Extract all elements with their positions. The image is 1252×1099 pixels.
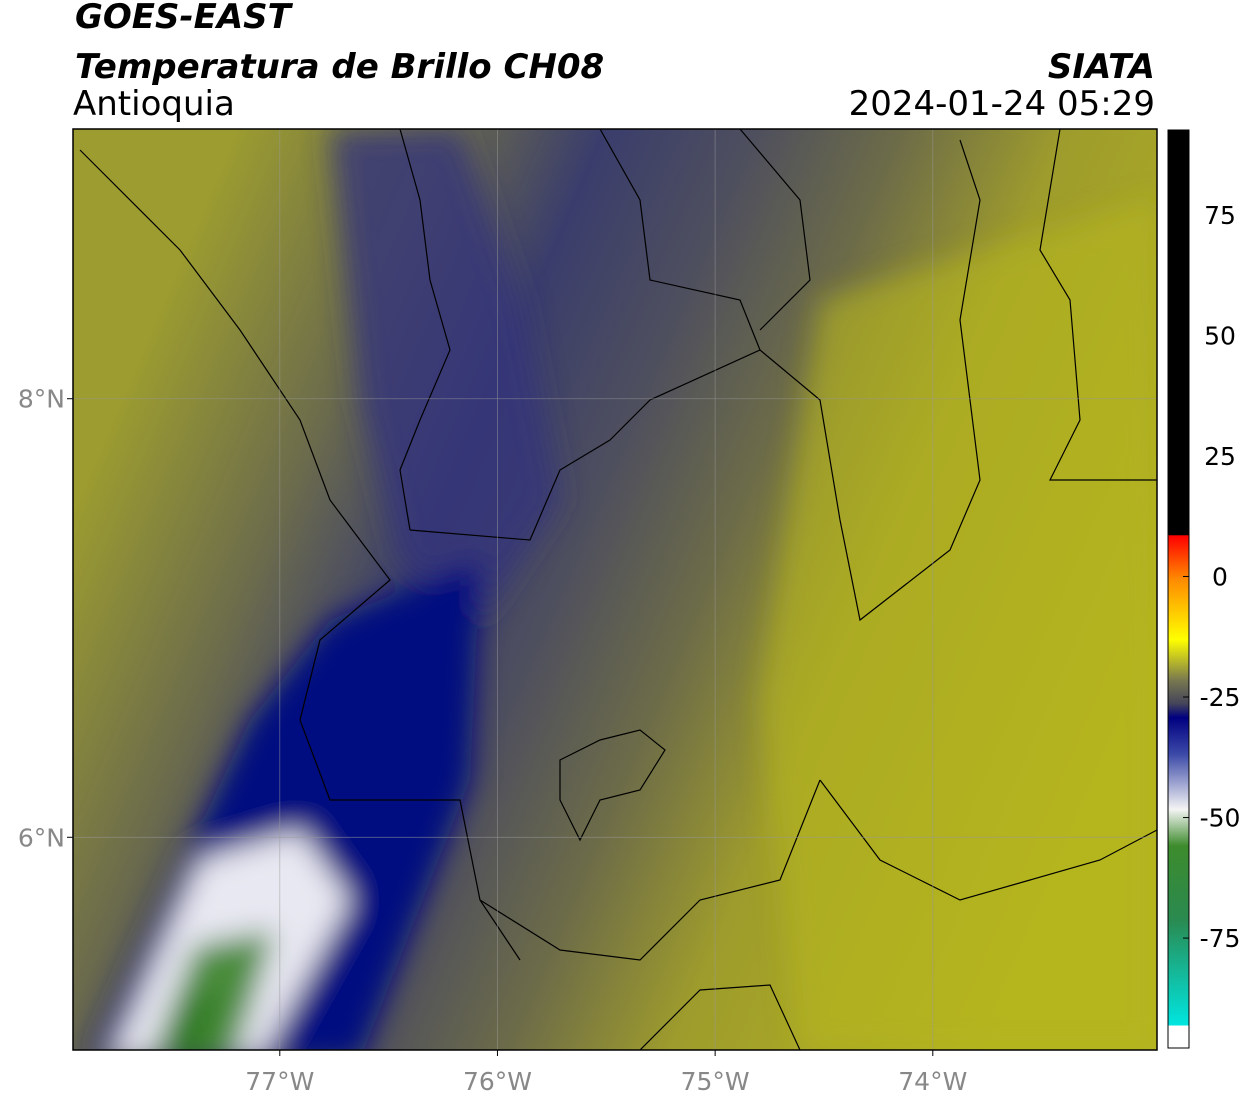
title: GOES-EAST xyxy=(75,0,294,37)
colorbar-tick-label: 25 xyxy=(1204,442,1236,471)
colorbar-tick-label: -25 xyxy=(1200,683,1241,712)
y-tick-label: 6°N xyxy=(18,823,65,852)
map-frame xyxy=(72,128,1158,1051)
colorbar-tick-label: -75 xyxy=(1200,924,1241,953)
datetime: 2024-01-24 05:29 xyxy=(849,84,1155,124)
colorbar-tick-label: 75 xyxy=(1204,201,1236,230)
x-tick-label: 74°W xyxy=(898,1067,967,1096)
grid xyxy=(73,129,1157,1050)
subtitle: Temperatura de Brillo CH08 xyxy=(75,47,604,87)
colorbar-tick-label: -50 xyxy=(1200,804,1241,833)
x-tick-label: 75°W xyxy=(681,1067,750,1096)
region: Antioquia xyxy=(73,84,235,124)
colorbar-tick-label: 0 xyxy=(1212,562,1228,591)
colorbar-tick-label: 50 xyxy=(1204,321,1236,350)
borders xyxy=(79,129,1157,1050)
x-tick-label: 76°W xyxy=(463,1067,532,1096)
y-tick-label: 8°N xyxy=(18,385,65,414)
source: SIATA xyxy=(1048,47,1155,87)
satellite-image xyxy=(73,129,1157,1050)
x-tick-label: 77°W xyxy=(245,1067,314,1096)
colorbar xyxy=(1167,129,1190,1049)
